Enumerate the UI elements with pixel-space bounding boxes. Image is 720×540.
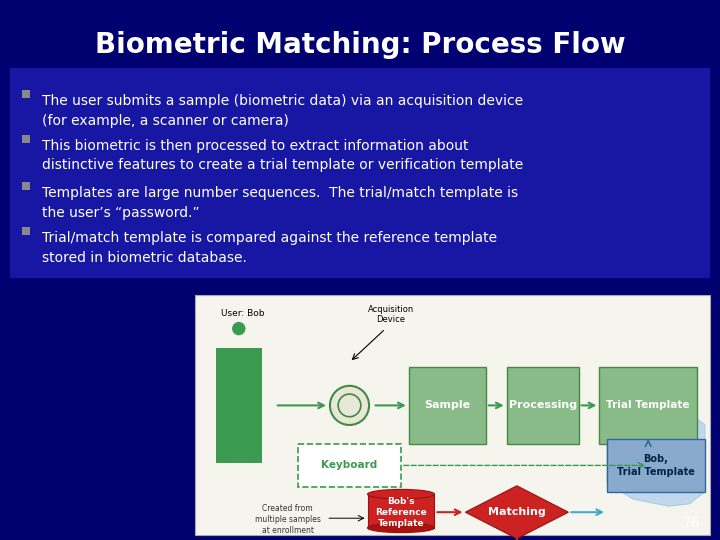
Circle shape — [338, 394, 361, 417]
FancyBboxPatch shape — [507, 367, 579, 444]
Polygon shape — [465, 486, 568, 538]
Text: 76: 76 — [683, 516, 700, 530]
FancyBboxPatch shape — [10, 68, 710, 278]
Text: Acquisition
Device: Acquisition Device — [368, 305, 414, 324]
Circle shape — [233, 322, 245, 335]
Text: Keyboard: Keyboard — [321, 461, 377, 470]
FancyBboxPatch shape — [22, 135, 30, 143]
Text: The user submits a sample (biometric data) via an acquisition device
(for exampl: The user submits a sample (biometric dat… — [42, 94, 523, 127]
FancyBboxPatch shape — [409, 367, 486, 444]
Text: Processing: Processing — [508, 400, 577, 410]
Text: Bob's
Reference
Template: Bob's Reference Template — [375, 497, 427, 528]
Text: Matching: Matching — [488, 507, 546, 517]
Text: Bob,
Trial Template: Bob, Trial Template — [617, 454, 695, 477]
Text: Biometric Matching: Process Flow: Biometric Matching: Process Flow — [95, 31, 625, 59]
FancyBboxPatch shape — [607, 439, 705, 492]
Text: Trial Template: Trial Template — [606, 400, 690, 410]
FancyBboxPatch shape — [195, 295, 710, 535]
Text: Created from
multiple samples
at enrollment: Created from multiple samples at enrollm… — [255, 504, 320, 535]
FancyBboxPatch shape — [22, 227, 30, 235]
FancyBboxPatch shape — [298, 444, 401, 487]
Text: This biometric is then processed to extract information about
distinctive featur: This biometric is then processed to extr… — [42, 139, 523, 172]
FancyBboxPatch shape — [22, 90, 30, 98]
Polygon shape — [607, 406, 705, 506]
Text: User: Bob: User: Bob — [221, 309, 264, 319]
Text: Templates are large number sequences.  The trial/match template is
the user’s “p: Templates are large number sequences. Th… — [42, 186, 518, 219]
Text: Trial/match template is compared against the reference template
stored in biomet: Trial/match template is compared against… — [42, 231, 497, 265]
FancyBboxPatch shape — [215, 348, 262, 463]
Ellipse shape — [367, 489, 434, 499]
Text: Sample: Sample — [424, 400, 470, 410]
FancyBboxPatch shape — [599, 367, 697, 444]
Ellipse shape — [367, 523, 434, 532]
FancyBboxPatch shape — [22, 182, 30, 190]
FancyBboxPatch shape — [367, 494, 434, 528]
Circle shape — [330, 386, 369, 425]
